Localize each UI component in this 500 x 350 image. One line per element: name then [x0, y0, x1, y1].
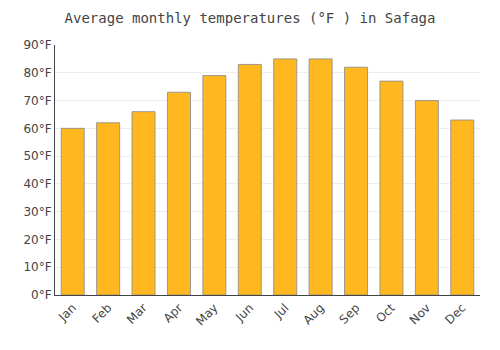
svg-text:Jul: Jul	[271, 301, 292, 322]
svg-text:20°F: 20°F	[23, 233, 51, 247]
svg-text:Nov: Nov	[407, 301, 433, 327]
svg-text:70°F: 70°F	[23, 94, 51, 108]
svg-text:50°F: 50°F	[23, 149, 51, 163]
svg-text:Feb: Feb	[90, 301, 115, 326]
svg-text:Jan: Jan	[55, 301, 79, 325]
svg-text:0°F: 0°F	[31, 288, 52, 302]
svg-text:Mar: Mar	[124, 301, 150, 327]
svg-text:30°F: 30°F	[23, 205, 51, 219]
svg-text:10°F: 10°F	[23, 260, 51, 274]
svg-text:Apr: Apr	[161, 301, 186, 326]
svg-text:40°F: 40°F	[23, 177, 51, 191]
svg-text:90°F: 90°F	[23, 38, 51, 52]
svg-text:Dec: Dec	[442, 301, 468, 327]
svg-text:Jun: Jun	[232, 301, 256, 325]
svg-text:Oct: Oct	[373, 301, 398, 326]
svg-text:Aug: Aug	[301, 301, 327, 327]
svg-text:May: May	[193, 301, 220, 328]
svg-text:60°F: 60°F	[23, 122, 51, 136]
svg-text:Sep: Sep	[337, 301, 363, 327]
svg-text:80°F: 80°F	[23, 66, 51, 80]
svg-text:Average monthly temperatures (: Average monthly temperatures (°F ) in Sa…	[65, 10, 436, 26]
